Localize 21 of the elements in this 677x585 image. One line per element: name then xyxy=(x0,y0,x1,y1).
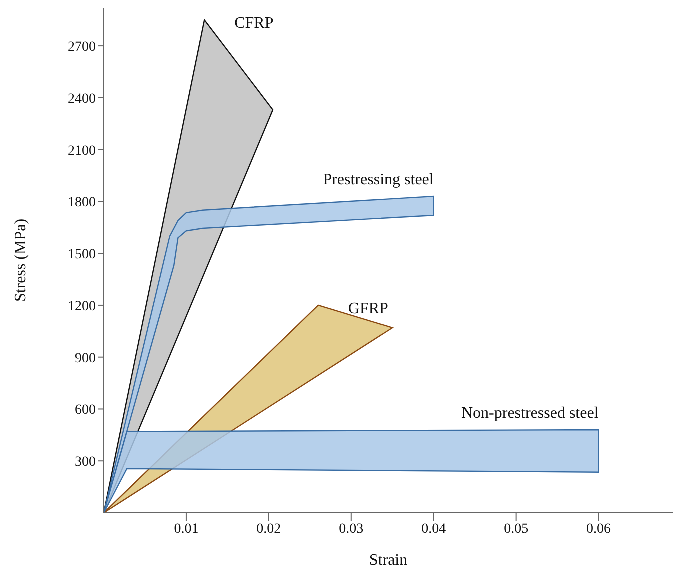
y-tick-label: 2100 xyxy=(68,144,96,159)
series-label: CFRP xyxy=(234,15,274,32)
y-tick-label: 900 xyxy=(75,351,96,366)
x-tick-label: 0.04 xyxy=(422,522,446,537)
y-tick-label: 1800 xyxy=(68,196,96,211)
x-tick-label: 0.01 xyxy=(174,522,199,537)
x-tick-label: 0.02 xyxy=(256,522,282,537)
y-axis-title: Stress (MPa) xyxy=(12,218,30,302)
series-label: Prestressing steel xyxy=(323,172,434,189)
y-tick-label: 600 xyxy=(75,403,96,418)
y-tick-label: 2700 xyxy=(68,40,96,56)
series-label: Non-prestressed steel xyxy=(461,404,600,422)
x-tick-label: 0.06 xyxy=(586,522,612,537)
y-tick-label: 1200 xyxy=(68,299,96,314)
series-label: GFRP xyxy=(348,300,389,318)
y-tick-label: 300 xyxy=(75,455,96,470)
x-tick-label: 0.03 xyxy=(339,522,364,537)
y-tick-label: 2400 xyxy=(68,92,96,107)
y-tick-label: 1500 xyxy=(68,248,96,263)
x-axis-title: Strain xyxy=(369,552,408,569)
x-tick-label: 0.05 xyxy=(504,522,529,537)
